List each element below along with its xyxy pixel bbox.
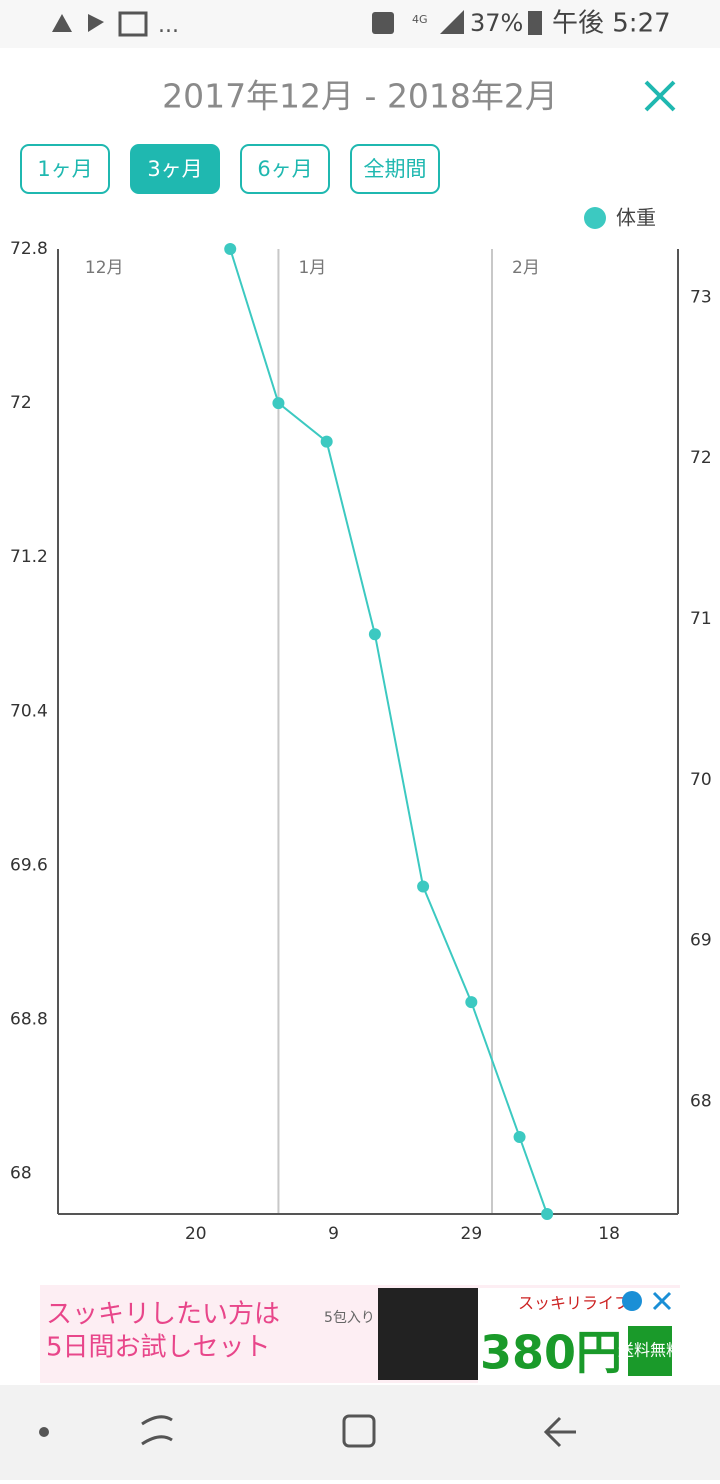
- ad-badge: 送料無料: [618, 1341, 682, 1360]
- battery-level: 37%: [470, 9, 523, 37]
- nav-bar: [0, 1385, 720, 1480]
- y2-tick-label: 72: [690, 448, 712, 468]
- month-label: 1月: [298, 258, 326, 278]
- range-tab-label: 1ヶ月: [37, 157, 92, 181]
- range-tab[interactable]: [130, 144, 220, 194]
- y-tick-label: 72.8: [10, 239, 48, 259]
- nav-dot[interactable]: [39, 1427, 49, 1437]
- y-tick-label: 70.4: [10, 701, 48, 721]
- data-point[interactable]: [272, 397, 285, 410]
- range-tab[interactable]: [350, 144, 440, 194]
- nav-back[interactable]: [543, 1416, 576, 1448]
- data-point[interactable]: [224, 243, 237, 255]
- month-label: 2月: [512, 258, 540, 278]
- clock: 午後 5:27: [552, 9, 671, 39]
- header-title: 2017年12月 - 2018年2月: [162, 77, 558, 116]
- notify-icon: [88, 14, 104, 32]
- network: 4G: [412, 13, 428, 26]
- close-button[interactable]: [644, 80, 676, 112]
- ad-product: [378, 1288, 478, 1380]
- y2-tick-label: 69: [690, 931, 712, 951]
- data-line: [229, 248, 549, 1215]
- warning-icon: [52, 14, 72, 32]
- y-tick-label: 72: [10, 393, 32, 413]
- data-point[interactable]: [513, 1130, 526, 1143]
- range-tab[interactable]: [240, 144, 330, 194]
- ad-line2: 5日間お試しセット: [46, 1333, 271, 1363]
- y2-tick-label: 71: [690, 609, 712, 629]
- signal-icon: [440, 10, 464, 34]
- legend-label: 体重: [616, 206, 656, 230]
- x-tick-label: 29: [461, 1224, 483, 1244]
- nfc-icon: [372, 12, 394, 34]
- ad-brand: スッキリライフ: [518, 1294, 630, 1313]
- y-tick-label: 68.8: [10, 1009, 48, 1029]
- data-point[interactable]: [320, 435, 333, 448]
- month-label: 12月: [85, 258, 124, 278]
- nav-home[interactable]: [342, 1414, 376, 1448]
- range-tab[interactable]: [20, 144, 110, 194]
- data-point[interactable]: [541, 1208, 554, 1220]
- ad-line1: スッキリしたい方は: [46, 1300, 280, 1330]
- ad-pack: 5包入り: [324, 1310, 375, 1326]
- range-tab-label: 全期間: [364, 157, 427, 181]
- calendar-icon: [118, 11, 148, 37]
- x-tick-label: 18: [598, 1224, 620, 1244]
- x-tick-label: 9: [328, 1224, 339, 1244]
- ad-price: 380円: [480, 1326, 622, 1380]
- x-tick-label: 20: [185, 1224, 207, 1244]
- more-icons: ...: [158, 13, 179, 38]
- y2-tick-label: 70: [690, 770, 712, 790]
- data-point[interactable]: [465, 996, 478, 1009]
- range-tab-label: 6ヶ月: [257, 157, 312, 181]
- ad-badge-bg: [628, 1326, 672, 1376]
- ad-close[interactable]: [652, 1291, 672, 1311]
- nav-recent[interactable]: [141, 1415, 173, 1446]
- y2-tick-label: 73: [690, 287, 712, 307]
- ad-info[interactable]: [622, 1291, 642, 1311]
- y-tick-label: 71.2: [10, 547, 48, 567]
- data-point[interactable]: [417, 880, 430, 893]
- y-tick-label: 68: [10, 1164, 32, 1184]
- legend-marker: [584, 207, 606, 229]
- y2-tick-label: 68: [690, 1091, 712, 1111]
- y-tick-label: 69.6: [10, 855, 48, 875]
- range-tab-label: 3ヶ月: [147, 157, 202, 181]
- data-point[interactable]: [368, 628, 381, 641]
- battery-icon: [528, 11, 542, 35]
